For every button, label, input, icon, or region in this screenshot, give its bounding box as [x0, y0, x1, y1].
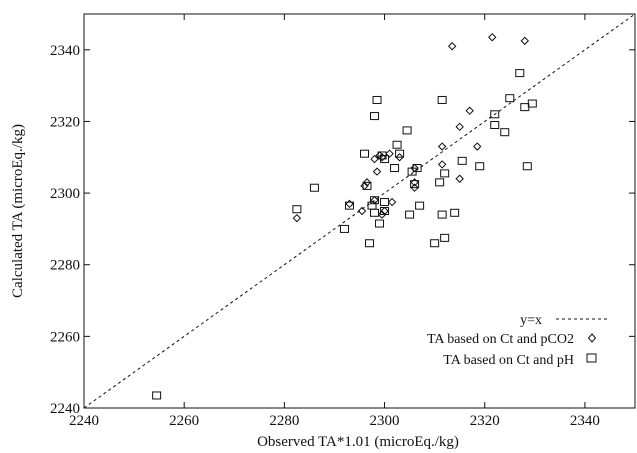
pco2-point	[372, 167, 382, 176]
x-tick-label: 2240	[69, 413, 99, 429]
ph-point	[339, 224, 349, 233]
pco2-point	[395, 153, 404, 162]
pco2-point	[437, 142, 447, 151]
pco2-point	[357, 206, 367, 216]
pco2-point	[385, 149, 394, 158]
pco2-point	[387, 197, 397, 207]
legend-label-ph: TA based on Ct and pH	[443, 353, 574, 368]
y-tick-label: 2260	[50, 329, 80, 345]
ph-point	[410, 180, 420, 189]
ph-point	[440, 233, 450, 242]
x-tick-label: 2260	[169, 413, 199, 429]
ph-point	[412, 164, 422, 173]
y-tick-label: 2340	[50, 43, 80, 59]
legend: y=x TA based on Ct and pCO2 TA based on …	[427, 313, 608, 368]
ph-point	[520, 103, 530, 112]
ph-point	[437, 95, 447, 104]
ph-point	[380, 155, 390, 164]
ph-point	[435, 178, 445, 187]
ph-point	[515, 69, 525, 78]
legend-swatch-ph	[586, 353, 597, 363]
ph-point	[392, 140, 402, 149]
y-tick-label: 2280	[50, 258, 80, 274]
pco2-point	[488, 33, 497, 42]
ph-point	[440, 169, 450, 178]
pco2-point	[437, 160, 447, 169]
pco2-point	[447, 42, 457, 51]
x-tick-label: 2320	[470, 413, 500, 429]
y-axis-label: Calculated TA (microEq./kg)	[10, 124, 26, 298]
ph-point	[402, 126, 412, 135]
ph-point	[370, 112, 380, 121]
series-layer	[83, 13, 636, 409]
ph-point	[344, 201, 354, 210]
ph-point	[370, 208, 380, 217]
pco2-point	[370, 154, 379, 164]
pco2-point	[473, 142, 482, 151]
pco2-point	[370, 196, 379, 205]
ph-point	[500, 128, 510, 137]
ph-point	[380, 207, 390, 215]
plot-frame	[83, 13, 636, 409]
ph-point	[527, 99, 537, 108]
ph-point	[437, 210, 447, 219]
ph-point	[380, 198, 390, 207]
pco2-point	[410, 183, 419, 192]
x-tick-label: 2300	[370, 413, 400, 429]
ph-point	[522, 162, 532, 171]
ph-point	[390, 164, 400, 173]
pco2-point	[362, 178, 372, 187]
ph-point	[365, 239, 375, 248]
ph-point	[430, 239, 440, 248]
pco2-point	[465, 106, 474, 115]
ph-point	[450, 208, 460, 217]
identity-line	[83, 13, 636, 409]
y-tick-label: 2240	[50, 401, 80, 417]
pco2-point	[377, 210, 387, 219]
x-tick-label: 2280	[269, 413, 299, 429]
x-axis-label: Observed TA*1.01 (microEq./kg)	[257, 434, 459, 450]
ph-point	[475, 162, 485, 171]
ph-point	[360, 149, 370, 158]
ph-point	[490, 110, 500, 119]
ph-point	[505, 94, 515, 103]
ph-point	[292, 205, 302, 214]
ph-point	[372, 95, 382, 104]
pco2-point	[520, 36, 530, 46]
pco2-point	[345, 199, 354, 209]
ph-point	[405, 210, 415, 219]
y-tick-label: 2320	[50, 114, 80, 130]
ticks-group: 2240 2260 2280 2300 2320 2340 2240 2260 2280 2300…	[50, 14, 635, 429]
pco2-point	[410, 178, 419, 187]
pco2-point	[292, 213, 302, 223]
legend-label-identity: y=x	[520, 313, 542, 328]
ph-point	[370, 196, 380, 205]
ph-point	[152, 391, 162, 400]
pco2-point	[455, 122, 464, 132]
x-tick-label: 2340	[570, 413, 600, 429]
ph-point	[415, 201, 425, 210]
y-tick-label: 2300	[50, 186, 80, 202]
ph-point	[395, 149, 405, 158]
ph-point	[375, 219, 385, 228]
legend-label-pco2: TA based on Ct and pCO2	[427, 332, 574, 347]
pco2-point	[377, 153, 387, 162]
ph-point	[309, 183, 319, 192]
pco2-point	[455, 174, 464, 183]
ph-point	[457, 156, 467, 165]
ph-point	[362, 181, 372, 190]
legend-swatch-pco2	[587, 333, 597, 343]
ph-point	[490, 121, 500, 130]
